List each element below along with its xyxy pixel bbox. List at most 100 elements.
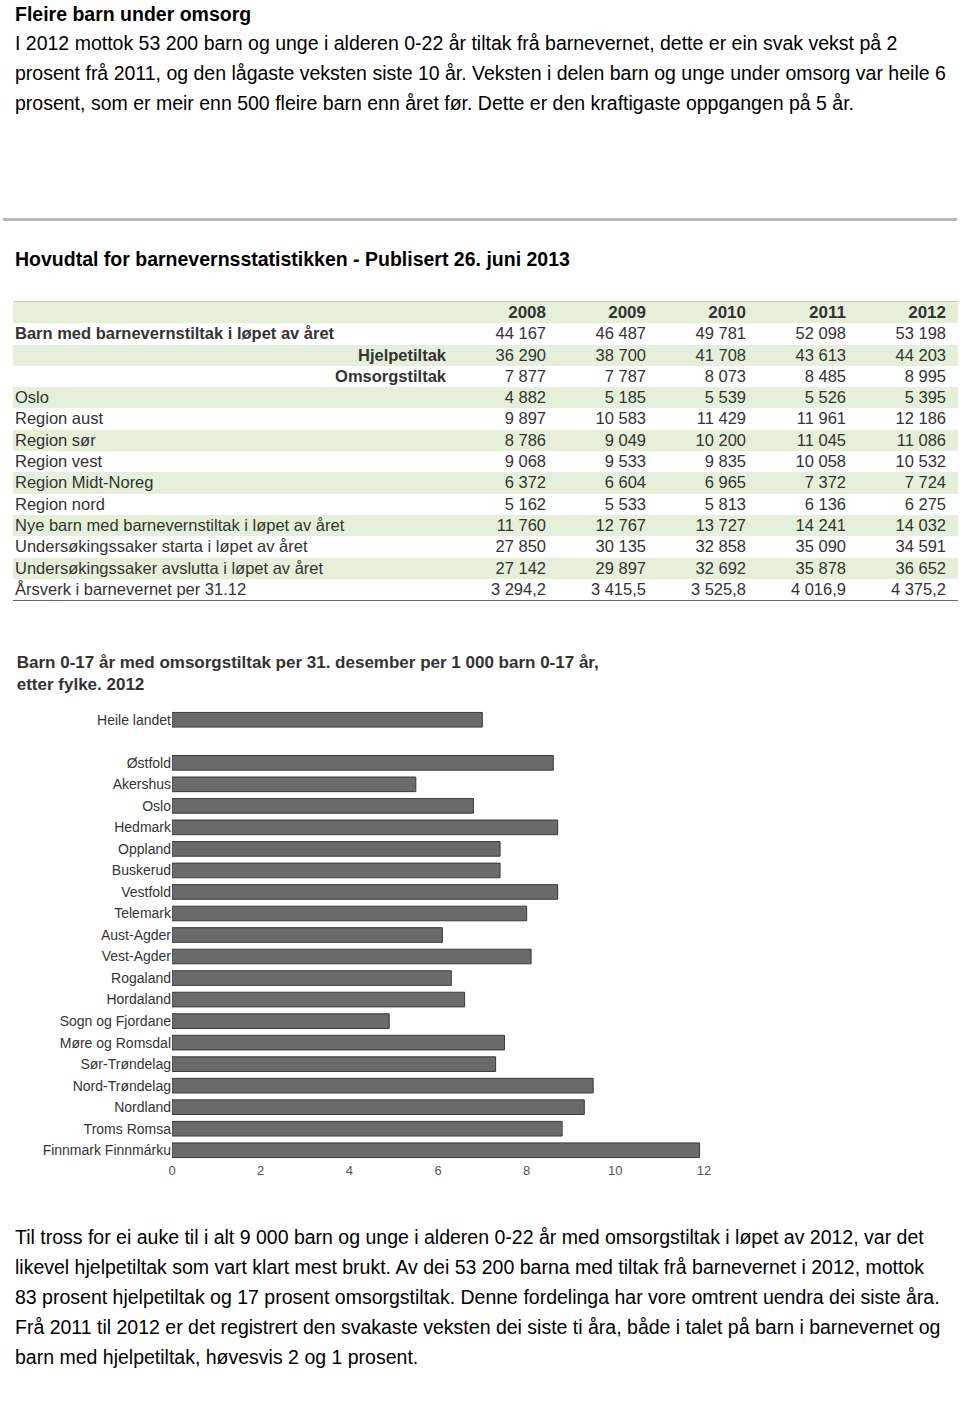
html-text:5 185: 5 185 — [604, 388, 646, 407]
html-text:Region sør: Region sør — [15, 430, 96, 449]
svg-text:Møre og Romsdal: Møre og Romsdal — [60, 1035, 171, 1051]
html-text:10 200: 10 200 — [695, 430, 746, 449]
html-text:10 058: 10 058 — [795, 452, 846, 471]
svg-text:Sør-Trøndelag: Sør-Trøndelag — [80, 1056, 171, 1072]
html-text:43 613: 43 613 — [795, 345, 846, 364]
html-text:32 858: 32 858 — [695, 537, 746, 556]
html-text:2012: 2012 — [908, 303, 946, 322]
html-text:11 429: 11 429 — [696, 409, 746, 428]
html-text:44 203: 44 203 — [895, 345, 946, 364]
html-text:9 533: 9 533 — [604, 452, 646, 471]
html-text:4 882: 4 882 — [504, 388, 546, 407]
html-text:53 198: 53 198 — [895, 324, 946, 343]
html-text:2011: 2011 — [809, 303, 846, 322]
html-text:Hovudtal for barnevernsstatist: Hovudtal for barnevernsstatistikken - Pu… — [15, 248, 570, 270]
html-text:44 167: 44 167 — [495, 324, 546, 343]
html-text:Undersøkingssaker avslutta i l: Undersøkingssaker avslutta i løpet av år… — [15, 558, 324, 577]
html-text:8 073: 8 073 — [704, 366, 746, 385]
html-text:6 372: 6 372 — [504, 473, 546, 492]
html-text:Region vest: Region vest — [15, 452, 103, 471]
html-text:Region Midt-Noreg: Region Midt-Noreg — [15, 473, 154, 492]
svg-text:Hordaland: Hordaland — [106, 991, 171, 1007]
html-text:9 049: 9 049 — [604, 430, 646, 449]
svg-text:Vest-Agder: Vest-Agder — [102, 948, 172, 964]
html-text:5 539: 5 539 — [704, 388, 746, 407]
svg-text:Oppland: Oppland — [118, 841, 171, 857]
html-text:Barn med barnevernstiltak i lø: Barn med barnevernstiltak i løpet av åre… — [15, 324, 335, 343]
html-text:5 533: 5 533 — [604, 494, 646, 513]
svg-text:6: 6 — [434, 1163, 441, 1178]
svg-text:2: 2 — [257, 1163, 264, 1178]
html-text:Omsorgstiltak: Omsorgstiltak — [335, 366, 446, 385]
html-text:7 787: 7 787 — [604, 366, 646, 385]
html-text:38 700: 38 700 — [595, 345, 646, 364]
html-text:7 877: 7 877 — [504, 366, 546, 385]
svg-text:Sogn og Fjordane: Sogn og Fjordane — [60, 1013, 172, 1029]
html-text:10 532: 10 532 — [895, 452, 946, 471]
html-text:8 995: 8 995 — [904, 366, 946, 385]
svg-text:Heile landet: Heile landet — [97, 712, 171, 728]
html-text:46 487: 46 487 — [595, 324, 646, 343]
html-text:12 186: 12 186 — [895, 409, 946, 428]
html-text:27 850: 27 850 — [495, 537, 546, 556]
html-text:11 961: 11 961 — [796, 409, 846, 428]
html-text:Undersøkingssaker starta i løp: Undersøkingssaker starta i løpet av året — [15, 537, 308, 556]
html-text:5 813: 5 813 — [704, 494, 746, 513]
html-text:30 135: 30 135 — [595, 537, 646, 556]
html-text:Region aust: Region aust — [15, 409, 104, 428]
svg-text:Akershus: Akershus — [113, 776, 171, 792]
html-text:29 897: 29 897 — [595, 558, 646, 577]
html-text:5 162: 5 162 — [504, 494, 546, 513]
svg-text:4: 4 — [346, 1163, 353, 1178]
html-text:8 786: 8 786 — [504, 430, 546, 449]
html-text:Fleire barn under omsorg: Fleire barn under omsorg — [15, 3, 252, 25]
svg-text:8: 8 — [523, 1163, 530, 1178]
svg-text:Telemark: Telemark — [114, 905, 172, 921]
html-text:49 781: 49 781 — [695, 324, 746, 343]
html-text:11 086: 11 086 — [896, 430, 946, 449]
html-text:11 045: 11 045 — [796, 430, 846, 449]
html-text:5 526: 5 526 — [804, 388, 846, 407]
html-text:Hjelpetiltak: Hjelpetiltak — [358, 345, 446, 364]
html-text:Til tross for ei auke til i al: Til tross for ei auke til i alt 9 000 ba… — [15, 1226, 941, 1368]
html-text:36 290: 36 290 — [495, 345, 546, 364]
html-text:41 708: 41 708 — [695, 345, 746, 364]
svg-text:Oslo: Oslo — [142, 798, 171, 814]
html-text:7 724: 7 724 — [904, 473, 946, 492]
svg-text:0: 0 — [168, 1163, 175, 1178]
html-text:I 2012 mottok 53 200 barn og u: I 2012 mottok 53 200 barn og unge i alde… — [15, 32, 946, 114]
html-text:2008: 2008 — [508, 303, 546, 322]
html-text:10 583: 10 583 — [595, 409, 646, 428]
html-text:9 068: 9 068 — [504, 452, 546, 471]
svg-text:Nord-Trøndelag: Nord-Trøndelag — [73, 1078, 171, 1094]
html-text:9 835: 9 835 — [704, 452, 746, 471]
svg-text:Rogaland: Rogaland — [111, 970, 171, 986]
html-text:52 098: 52 098 — [795, 324, 846, 343]
html-text:34 591: 34 591 — [895, 537, 946, 556]
html-text:35 090: 35 090 — [795, 537, 846, 556]
html-text:6 604: 6 604 — [604, 473, 646, 492]
html-text:6 965: 6 965 — [704, 473, 746, 492]
svg-text:Nordland: Nordland — [114, 1099, 171, 1115]
svg-text:Troms Romsa: Troms Romsa — [84, 1121, 172, 1137]
svg-text:Buskerud: Buskerud — [112, 862, 171, 878]
html-text:Region nord: Region nord — [15, 494, 105, 513]
html-text:27 142: 27 142 — [495, 558, 546, 577]
svg-text:Vestfold: Vestfold — [121, 884, 171, 900]
svg-text:10: 10 — [608, 1163, 622, 1178]
html-text:2009: 2009 — [608, 303, 646, 322]
html-text:7 372: 7 372 — [804, 473, 846, 492]
svg-text:Hedmark: Hedmark — [114, 819, 172, 835]
svg-text:12: 12 — [697, 1163, 711, 1178]
svg-text:Aust-Agder: Aust-Agder — [101, 927, 171, 943]
html-text:2010: 2010 — [708, 303, 746, 322]
html-text:9 897: 9 897 — [504, 409, 546, 428]
svg-text:Østfold: Østfold — [127, 755, 171, 771]
html-text:5 395: 5 395 — [904, 388, 946, 407]
html-text:8 485: 8 485 — [804, 366, 846, 385]
html-text:6 136: 6 136 — [804, 494, 846, 513]
svg-text:Finnmark Finnmárku: Finnmark Finnmárku — [43, 1142, 171, 1158]
html-text:6 275: 6 275 — [904, 494, 946, 513]
html-text:Oslo: Oslo — [15, 388, 49, 407]
svg-text:Barn 0-17 år med omsorgstiltak: Barn 0-17 år med omsorgstiltak per 31. d… — [17, 653, 599, 694]
